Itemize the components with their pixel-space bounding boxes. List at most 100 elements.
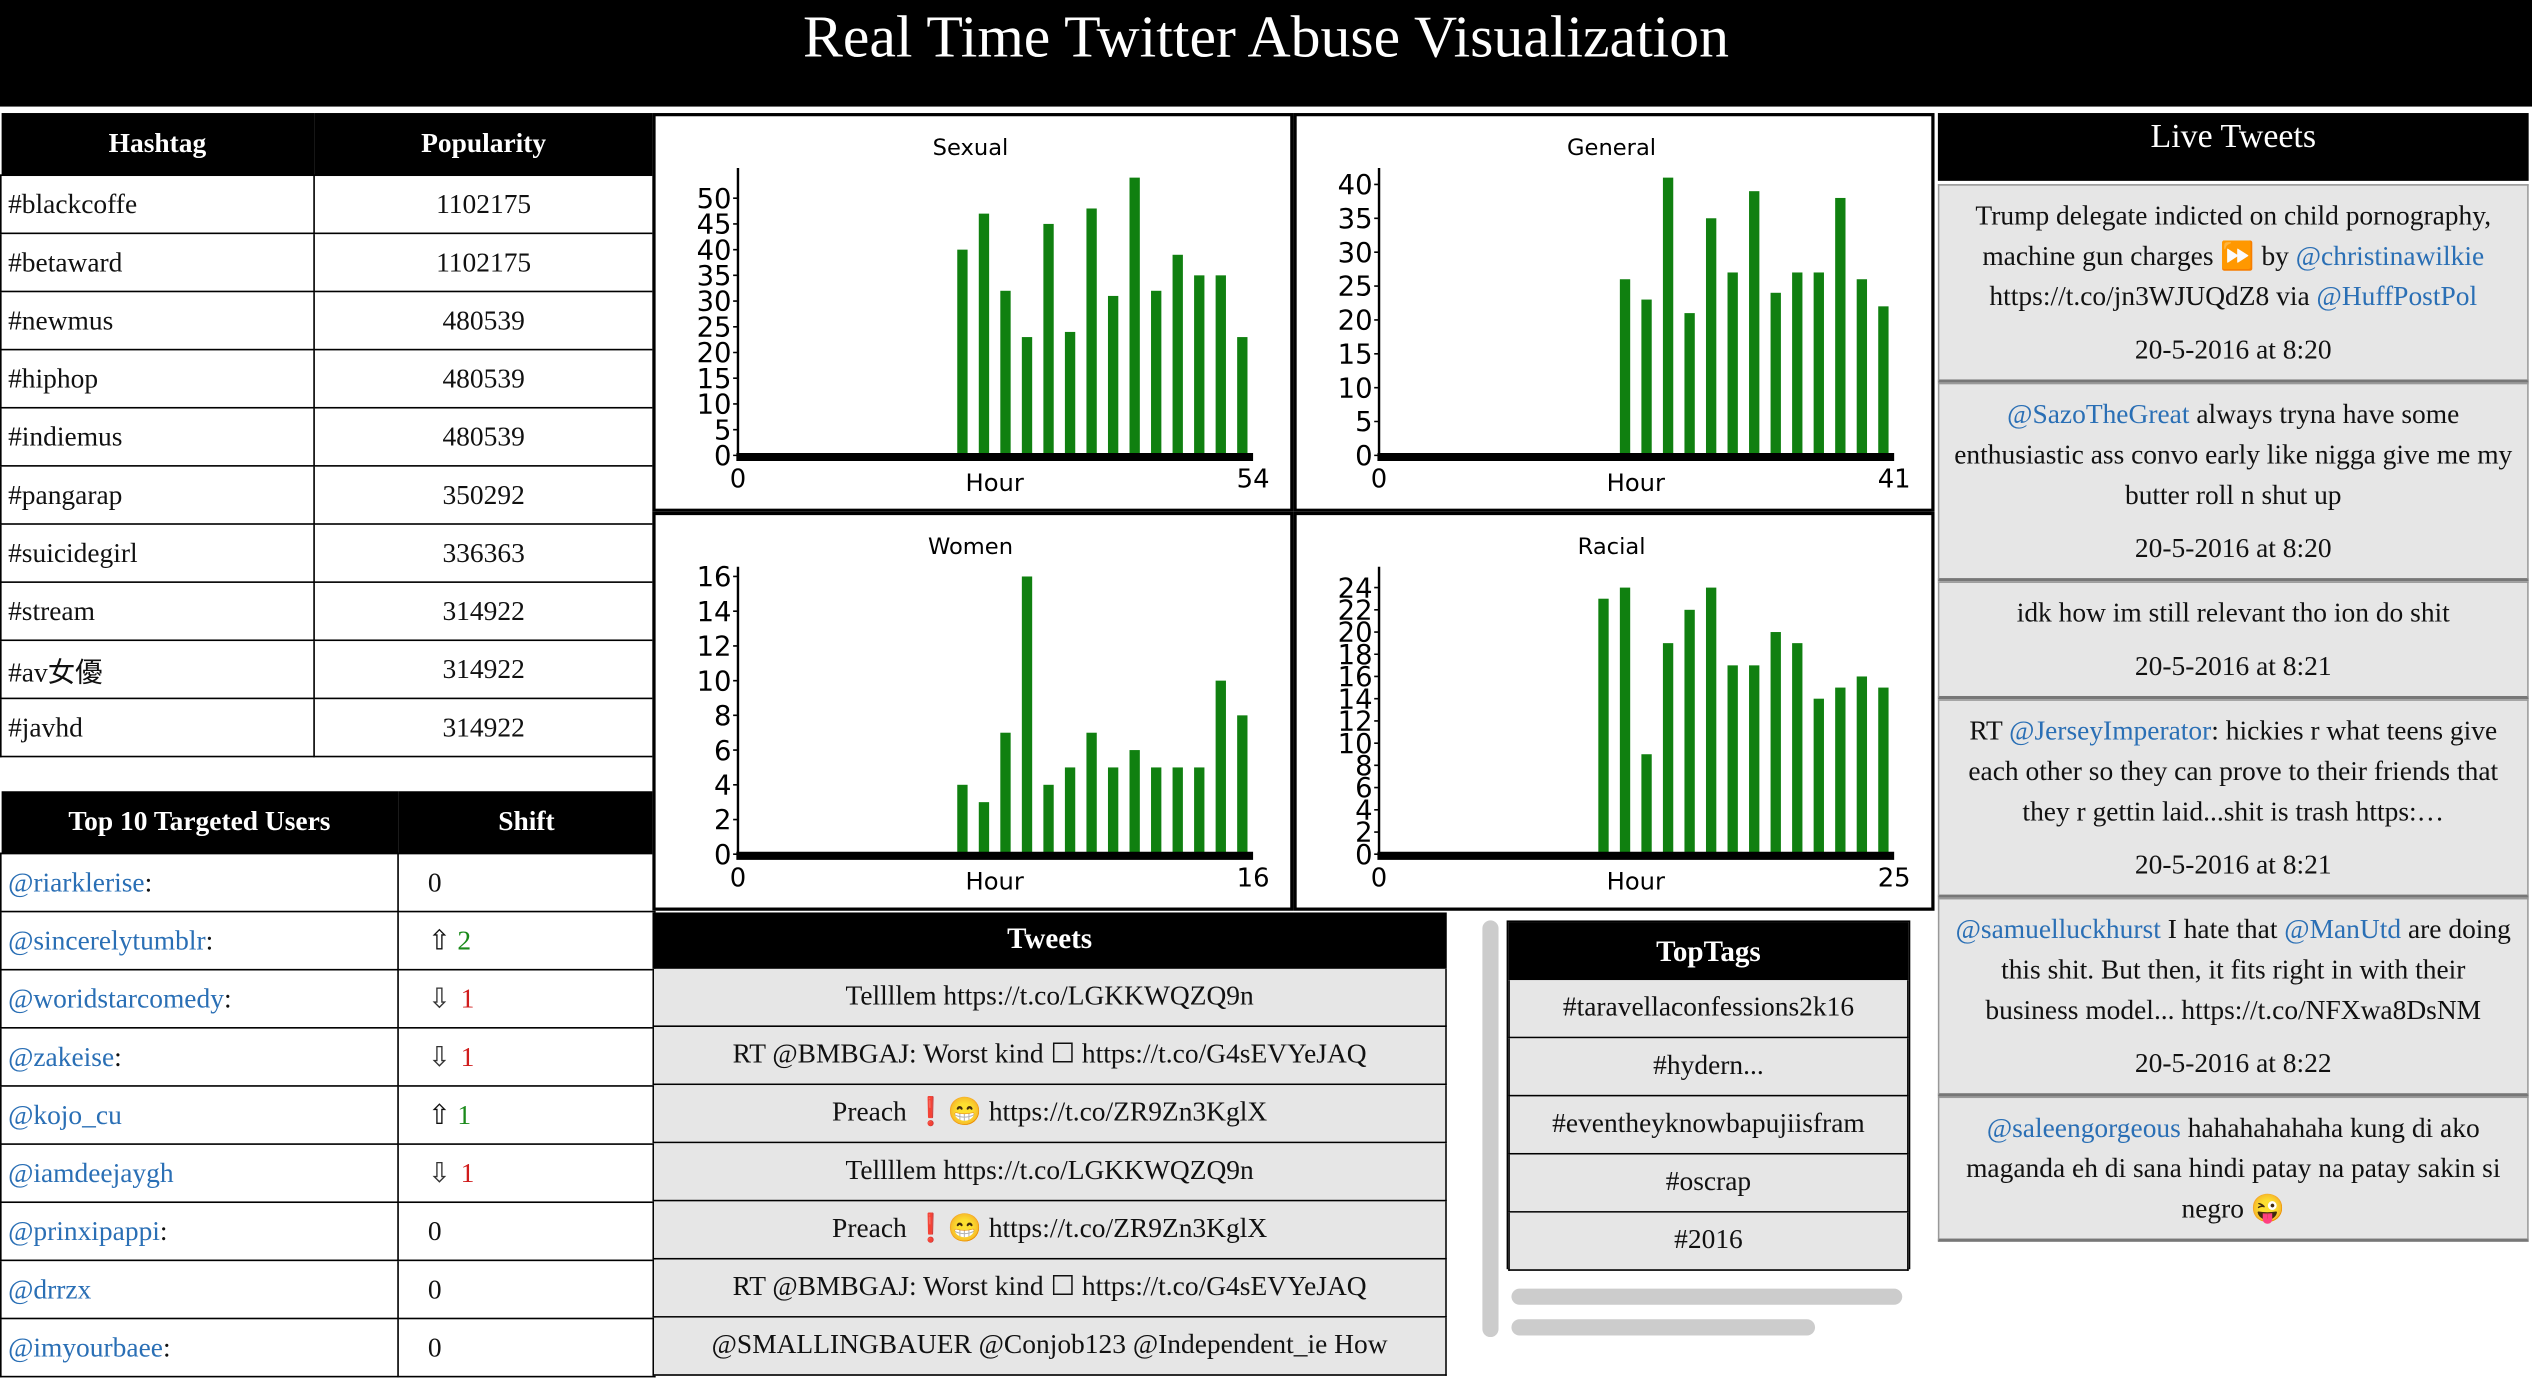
hashtag[interactable]: #pangarap <box>0 465 315 525</box>
column-header: Top 10 Targeted Users <box>0 791 399 854</box>
hashtag[interactable]: #javhd <box>0 697 315 758</box>
bar <box>1749 665 1760 855</box>
hashtag[interactable]: #blackcoffe <box>0 174 315 235</box>
hashtag[interactable]: #betaward <box>0 232 315 293</box>
mention[interactable]: @christinawilkie <box>2295 240 2485 272</box>
hashtag-row: #indiemus 480539 <box>0 406 654 467</box>
shift-value: 0 <box>427 866 442 898</box>
mention[interactable]: @samuelluckhurst <box>1955 913 2161 945</box>
y-tick-label: 5 <box>714 415 731 446</box>
shift-arrow-down: ⇩ <box>427 1040 451 1072</box>
shift-value: 1 <box>457 1098 472 1130</box>
text-part: are doing this shit. But then, it fits r… <box>1985 913 2511 1026</box>
mention[interactable]: @JerseyImperator <box>2009 715 2212 747</box>
chart-title: Sexual <box>933 135 1009 161</box>
shift-arrow-down: ⇩ <box>427 982 451 1014</box>
bar <box>1684 609 1695 855</box>
popularity: 1102175 <box>313 232 654 293</box>
user-row: @imyourbaee: 0 <box>0 1317 656 1378</box>
bar <box>1835 197 1846 456</box>
handle-suffix: : <box>144 866 153 898</box>
user-handle[interactable]: @woridstarcomedy <box>8 982 224 1014</box>
user-handle[interactable]: @kojo_cu <box>8 1098 122 1130</box>
y-tick-label: 6 <box>714 736 731 767</box>
text-part: : hickies r what teens give each other s… <box>1968 715 2499 827</box>
bar <box>957 784 968 855</box>
user-handle[interactable]: @riarklerise <box>8 866 145 898</box>
user-handle[interactable]: @zakeise <box>8 1040 115 1072</box>
y-tick-label: 20 <box>1338 618 1373 649</box>
y-tick-label: 12 <box>1338 707 1373 738</box>
popularity: 1102175 <box>313 174 654 235</box>
x-axis-max-label: 16 <box>1237 864 1270 894</box>
hashtag[interactable]: #stream <box>0 581 315 642</box>
toptag-row[interactable]: #taravellaconfessions2k16 <box>1508 980 1909 1039</box>
bar <box>1705 218 1717 456</box>
popularity: 350292 <box>313 465 654 525</box>
hashtag-row: #av女優 314922 <box>0 639 654 700</box>
shift-value: 2 <box>457 924 472 956</box>
hashtag[interactable]: #indiemus <box>0 406 315 467</box>
user-cell: @prinxipappi: <box>0 1201 399 1262</box>
hashtag[interactable]: #newmus <box>0 290 315 351</box>
bar <box>1641 299 1652 456</box>
y-tick-label: 12 <box>697 632 732 663</box>
bar <box>1878 687 1889 855</box>
y-tick-label: 10 <box>1338 373 1373 404</box>
y-tick-label: 6 <box>1355 773 1372 804</box>
bar <box>1856 279 1868 456</box>
handle-suffix: : <box>162 1331 171 1363</box>
column-header: Shift <box>398 791 655 854</box>
mention[interactable]: @saleengorgeous <box>1986 1112 2181 1144</box>
tweet-text: Trump delegate indicted on child pornogr… <box>1952 195 2514 316</box>
live-tweet: idk how im still relevant tho ion do shi… <box>1937 581 2529 700</box>
user-handle[interactable]: @prinxipappi <box>8 1215 160 1246</box>
hashtag[interactable]: #suicidegirl <box>0 523 315 583</box>
shift-value: 0 <box>427 1215 442 1246</box>
user-row: @riarklerise: 0 <box>0 852 656 913</box>
live-tweet: @saleengorgeous hahahahahaha kung di ako… <box>1937 1096 2529 1242</box>
bar <box>1705 587 1717 855</box>
bar <box>1792 643 1803 855</box>
toptag-row[interactable]: #2016 <box>1508 1212 1909 1271</box>
toptag-row[interactable]: #hydern... <box>1508 1038 1909 1097</box>
mention[interactable]: @ManUtd <box>2284 913 2402 945</box>
shift-cell: 0 <box>397 1317 656 1378</box>
toptag-row[interactable]: #oscrap <box>1508 1154 1909 1213</box>
bar <box>1151 290 1162 456</box>
text-part: Trump delegate indicted on child pornogr… <box>1975 200 2492 272</box>
x-axis-max-label: 41 <box>1878 465 1911 495</box>
x-axis-min-label: 0 <box>1371 465 1387 495</box>
user-cell: @woridstarcomedy: <box>0 968 399 1029</box>
bar <box>1684 313 1695 456</box>
user-cell: @kojo_cu <box>0 1085 399 1145</box>
y-tick-label: 16 <box>1338 662 1373 693</box>
user-handle[interactable]: @sincerelytumblr <box>8 924 206 956</box>
bar <box>1086 208 1097 456</box>
y-tick-label: 4 <box>1355 795 1372 826</box>
user-row: @prinxipappi: 0 <box>0 1201 656 1262</box>
bar <box>1727 665 1738 855</box>
user-handle[interactable]: @imyourbaee <box>8 1331 163 1363</box>
hashtag-row: #pangarap 350292 <box>0 465 654 525</box>
bar <box>1107 295 1119 456</box>
mention[interactable]: @SazoTheGreat <box>2007 398 2190 430</box>
popularity: 314922 <box>313 639 654 700</box>
hashtag[interactable]: #hiphop <box>0 348 315 409</box>
bar <box>1619 587 1631 855</box>
user-row: @drrzx 0 <box>0 1259 656 1320</box>
mention[interactable]: @HuffPostPol <box>2316 280 2478 312</box>
y-tick-label: 15 <box>1338 339 1373 370</box>
hashtag-row: #stream 314922 <box>0 581 654 642</box>
user-handle[interactable]: @iamdeejaygh <box>8 1157 174 1188</box>
shift-value: 0 <box>427 1331 442 1363</box>
y-tick-label: 50 <box>697 184 732 215</box>
toptag-row[interactable]: #eventheyknowbapujiisfram <box>1508 1096 1909 1155</box>
bar <box>1107 767 1119 855</box>
bar <box>957 249 968 456</box>
user-handle[interactable]: @drrzx <box>8 1273 92 1304</box>
hashtag[interactable]: #av女優 <box>0 639 315 700</box>
